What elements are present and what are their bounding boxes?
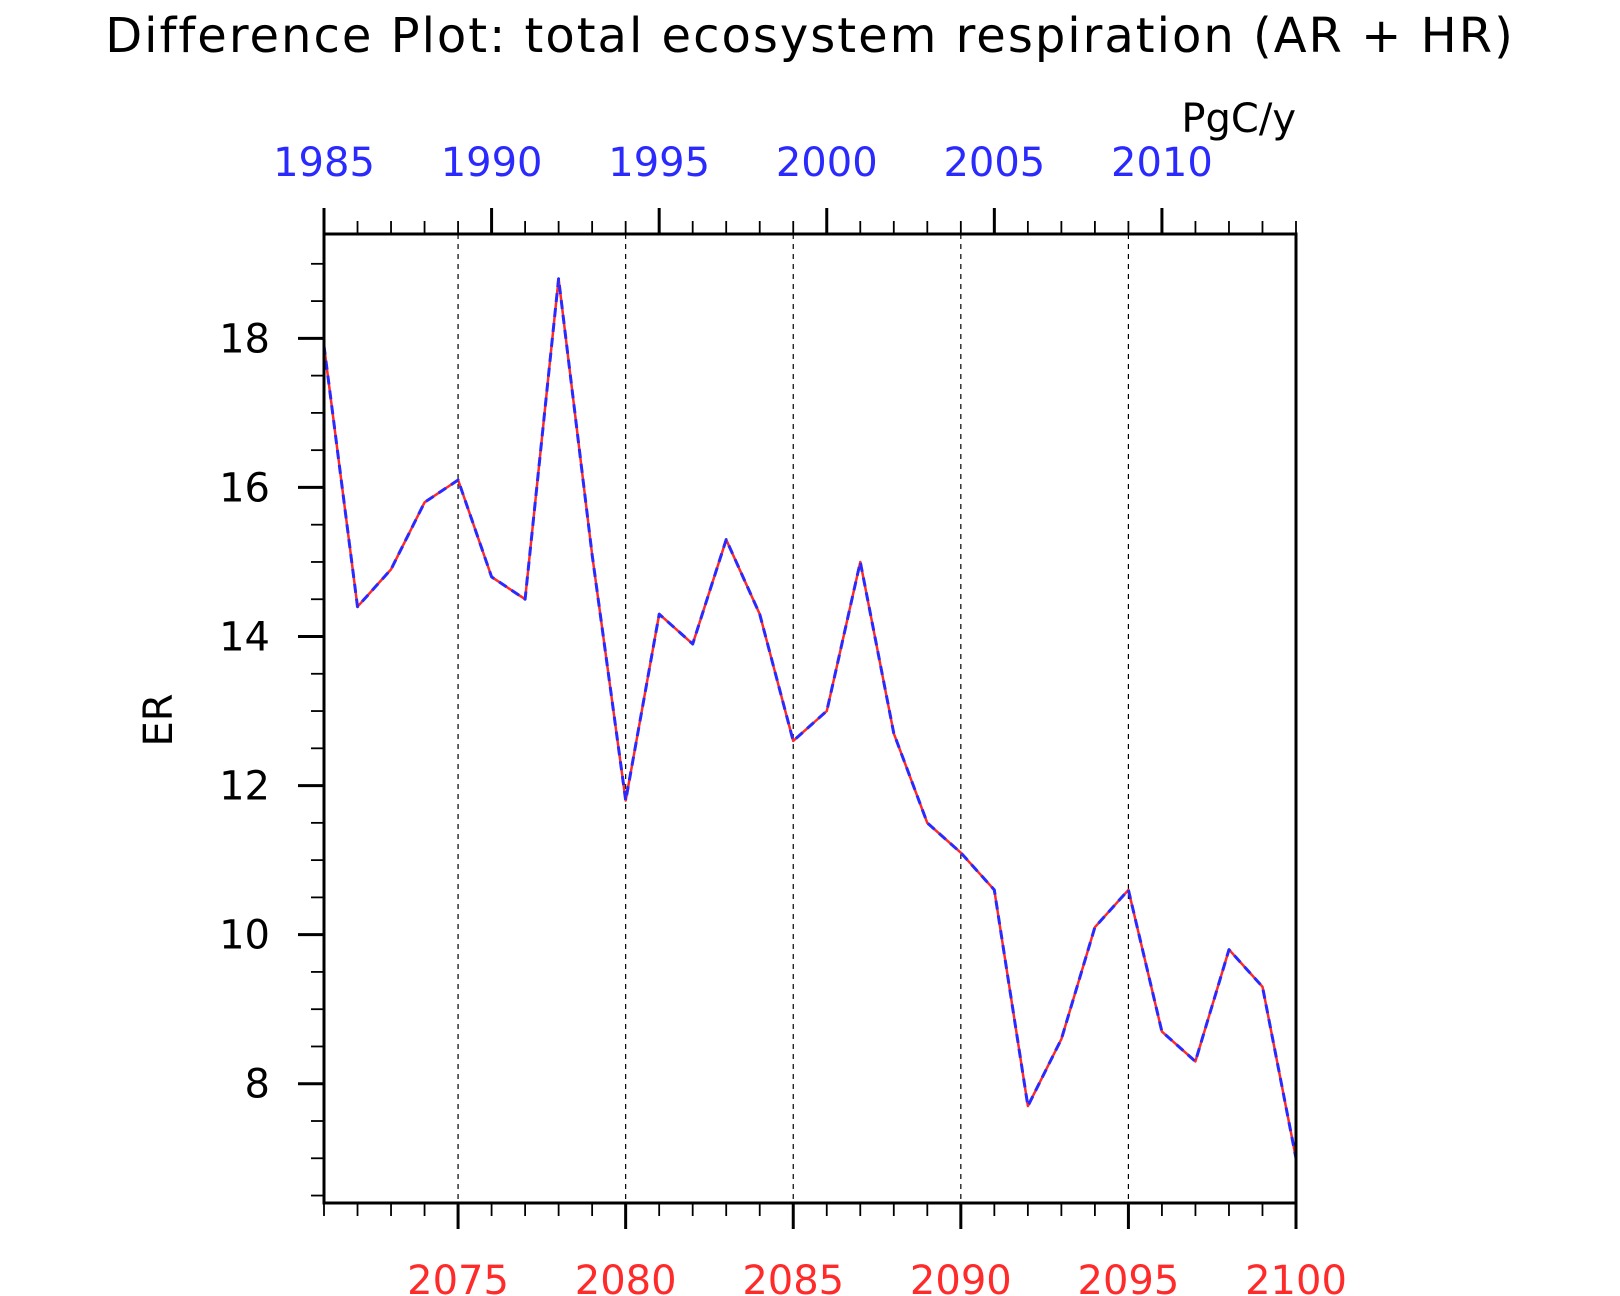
y-tick-label: 12	[219, 764, 270, 810]
y-axis-label: ER	[136, 693, 182, 746]
top-tick-label: 1995	[608, 140, 710, 186]
top-tick-label: 1990	[441, 140, 543, 186]
top-x-axis: 1985 1990 1995 2000 2005 2010	[273, 140, 1297, 234]
plot-border	[322, 232, 1298, 1205]
y-tick-label: 8	[245, 1062, 270, 1108]
top-tick-label: 2000	[776, 140, 878, 186]
chart-title: Difference Plot: total ecosystem respira…	[105, 8, 1515, 64]
bottom-x-axis: 2075 2080 2085 2090 2095 2100	[323, 1203, 1347, 1296]
bottom-tick-label: 2075	[407, 1258, 509, 1296]
y-tick-label: 14	[219, 615, 270, 661]
series-line-0	[322, 277, 1298, 1159]
y-tick-label: 18	[219, 316, 270, 362]
y-axis: 8 10 12 14 16 18	[219, 262, 324, 1197]
y-tick-label: 10	[219, 913, 270, 959]
top-tick-label: 1985	[273, 140, 375, 186]
bottom-tick-label: 2095	[1078, 1258, 1180, 1296]
series-layer	[322, 277, 1298, 1159]
series-line-1	[322, 277, 1298, 1159]
y-tick-label: 16	[219, 465, 270, 511]
plot-frame	[322, 232, 1298, 1205]
grid-lines	[457, 234, 1130, 1203]
bottom-tick-label: 2100	[1245, 1258, 1347, 1296]
bottom-tick-label: 2090	[910, 1258, 1012, 1296]
top-tick-label: 2010	[1111, 140, 1213, 186]
units-label: PgC/y	[1181, 96, 1296, 142]
bottom-tick-label: 2085	[742, 1258, 844, 1296]
top-tick-label: 2005	[943, 140, 1045, 186]
bottom-tick-label: 2080	[575, 1258, 677, 1296]
